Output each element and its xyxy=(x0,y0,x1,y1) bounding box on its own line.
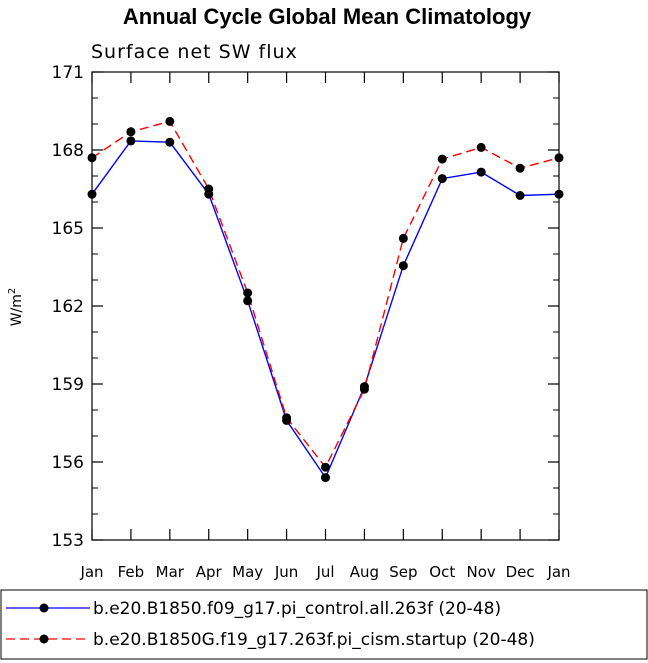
y-tick-label: 165 xyxy=(52,219,84,239)
chart-subtitle: Surface net SW flux xyxy=(91,41,298,63)
x-tick-label: Aug xyxy=(350,563,379,581)
x-tick-label: Mar xyxy=(156,563,185,581)
series-2-point xyxy=(126,127,136,137)
series-1-point xyxy=(243,296,253,306)
series-2-point xyxy=(515,163,525,173)
legend-label-series-1: b.e20.B1850.f09_g17.pi_control.all.263f … xyxy=(93,599,501,619)
legend-label-series-2: b.e20.B1850G.f19_g17.263f.pi_cism.startu… xyxy=(93,630,535,650)
y-tick-label: 159 xyxy=(52,375,84,395)
series-2-point xyxy=(437,154,447,164)
series-2-point xyxy=(321,462,330,472)
series-1-point xyxy=(437,174,447,184)
series-2-point xyxy=(165,116,175,126)
series-2-line xyxy=(91,120,560,469)
x-tick-label: Jan xyxy=(546,563,570,581)
legend-box xyxy=(0,589,648,660)
x-tick-label: Oct xyxy=(429,563,455,581)
series-1-line xyxy=(91,140,560,480)
series-1-point xyxy=(126,136,136,146)
y-axis-label: W/m2 xyxy=(7,288,25,327)
series-1-point xyxy=(476,167,486,177)
y-tick-label: 168 xyxy=(52,141,84,161)
y-tick-label: 171 xyxy=(52,63,84,83)
x-tick-label: Nov xyxy=(467,563,496,581)
legend-marker-series-2 xyxy=(39,634,49,644)
series-2-point xyxy=(359,384,369,394)
legend-marker-series-1 xyxy=(39,603,49,613)
x-tick-label: Sep xyxy=(389,563,417,581)
plot-frame xyxy=(91,71,560,541)
x-tick-label: Jun xyxy=(274,563,298,581)
series-2-point xyxy=(398,233,408,243)
chart-title: Annual Cycle Global Mean Climatology xyxy=(123,4,532,29)
y-tick-label: 153 xyxy=(52,531,84,551)
y-tick-label: 162 xyxy=(52,297,84,317)
series-1-point xyxy=(165,137,175,147)
x-tick-label: May xyxy=(232,563,263,581)
series-2-point xyxy=(282,413,292,423)
series-1-point xyxy=(398,261,408,271)
x-tick-label: Dec xyxy=(506,563,535,581)
x-tick-label: Apr xyxy=(196,563,223,581)
y-tick-label: 156 xyxy=(52,453,84,473)
series-2-point xyxy=(476,142,486,152)
x-tick-label: Feb xyxy=(118,563,145,581)
x-tick-label: Jan xyxy=(79,563,103,581)
series-2-point xyxy=(243,288,253,298)
legend: b.e20.B1850.f09_g17.pi_control.all.263f … xyxy=(0,589,648,660)
x-tick-label: Jul xyxy=(315,563,334,581)
series-1-point xyxy=(321,473,330,483)
series-1-point xyxy=(515,191,525,200)
series-2-point xyxy=(204,184,214,194)
